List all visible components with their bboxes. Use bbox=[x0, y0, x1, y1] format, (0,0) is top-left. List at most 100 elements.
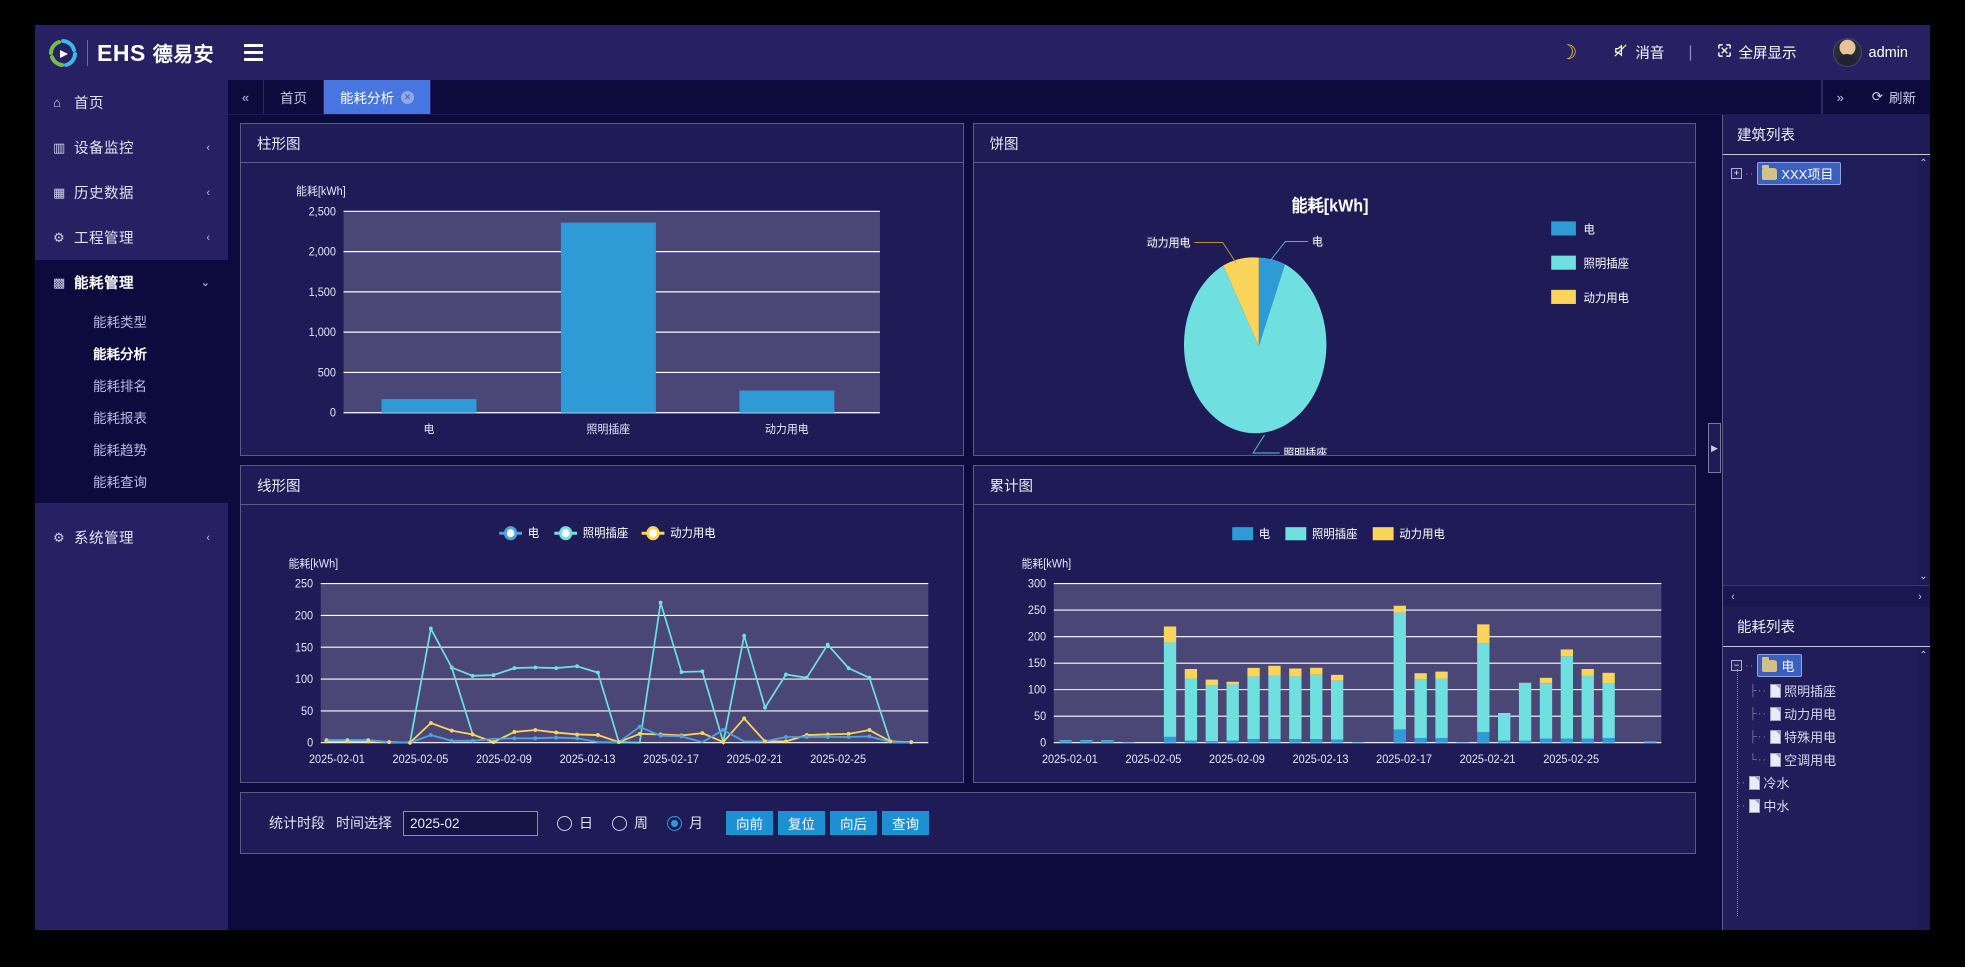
building-tree-hscrollbar[interactable]: ‹ › bbox=[1723, 585, 1930, 607]
collapse-toggle-icon[interactable]: − bbox=[1731, 660, 1742, 671]
svg-text:300: 300 bbox=[1027, 578, 1045, 590]
svg-text:2025-02-13: 2025-02-13 bbox=[560, 754, 616, 766]
right-panel: 建筑列表 + ·· XXX项目 ⌃ ⌄ bbox=[1722, 115, 1930, 930]
energy-list-title: 能耗列表 bbox=[1723, 607, 1930, 647]
tree-node-label: 照明插座 bbox=[1784, 684, 1837, 699]
sidebar-subitem-energy-type[interactable]: 能耗类型 bbox=[35, 305, 228, 337]
mute-button[interactable]: 消音 bbox=[1595, 42, 1682, 63]
refresh-icon: ⟳ bbox=[1871, 89, 1883, 104]
sidebar-subitem-energy-analysis[interactable]: 能耗分析 bbox=[35, 337, 228, 369]
brand-logo[interactable]: EHS 德易安 bbox=[35, 25, 228, 80]
theme-toggle-button[interactable]: ☽ bbox=[1541, 40, 1595, 65]
chevron-left-icon: ‹ bbox=[206, 141, 210, 154]
radio-circle-selected-icon bbox=[667, 815, 682, 831]
sidebar-subitem-energy-trend[interactable]: 能耗趋势 bbox=[35, 433, 228, 465]
tree-node-power-usage[interactable]: ├·· 动力用电 bbox=[1723, 702, 1930, 725]
scroll-up-icon[interactable]: ⌃ bbox=[1919, 158, 1928, 169]
tree-guide-line bbox=[1737, 669, 1738, 916]
tree-node-special-usage[interactable]: ├·· 特殊用电 bbox=[1723, 725, 1930, 748]
chart-icon: ▦ bbox=[53, 184, 66, 200]
sidebar-item-device-monitor[interactable]: ▥ 设备监控 ‹ bbox=[35, 125, 228, 170]
reset-button[interactable]: 复位 bbox=[778, 811, 825, 835]
stacked-bars bbox=[1058, 605, 1657, 743]
tree-node-selected[interactable]: XXX项目 bbox=[1757, 162, 1842, 185]
svg-text:1,500: 1,500 bbox=[309, 287, 336, 299]
radio-label: 月 bbox=[689, 815, 703, 831]
svg-text:2025-02-25: 2025-02-25 bbox=[810, 754, 866, 766]
sidebar-item-label: 系统管理 bbox=[74, 531, 134, 547]
tabs-scroll-right-button[interactable]: » bbox=[1821, 80, 1858, 114]
svg-text:照明插座: 照明插座 bbox=[1583, 256, 1629, 270]
radio-day[interactable]: 日 bbox=[557, 813, 593, 833]
sidebar-submenu-energy: 能耗类型 能耗分析 能耗排名 能耗报表 能耗趋势 能耗查询 bbox=[35, 305, 228, 503]
mute-label: 消音 bbox=[1635, 46, 1665, 62]
energy-icon: ▩ bbox=[53, 274, 66, 290]
sidebar-item-history-data[interactable]: ▦ 历史数据 ‹ bbox=[35, 170, 228, 215]
tree-node-label: XXX项目 bbox=[1781, 167, 1834, 182]
fullscreen-button[interactable]: 全屏显示 bbox=[1699, 42, 1815, 63]
close-icon[interactable]: ✕ bbox=[401, 90, 414, 104]
chevron-double-right-icon: » bbox=[1836, 89, 1844, 105]
date-input[interactable] bbox=[403, 810, 538, 836]
line-chart-svg: 电 照明插座 动力用电 能耗[kWh] bbox=[288, 526, 929, 766]
tree-connector: └·· bbox=[1749, 753, 1768, 766]
sidebar-subitem-label: 能耗类型 bbox=[93, 315, 147, 330]
forward-button[interactable]: 向前 bbox=[726, 811, 773, 835]
svg-text:0: 0 bbox=[307, 737, 313, 749]
sidebar-item-project-management[interactable]: ⚙ 工程管理 ‹ bbox=[35, 215, 228, 260]
scroll-up-icon[interactable]: ⌃ bbox=[1919, 650, 1928, 661]
sidebar-item-energy-management[interactable]: ▩ 能耗管理 ⌄ bbox=[35, 260, 228, 305]
bar-y-axis-label: 能耗[kWh] bbox=[296, 184, 346, 198]
sidebar-subitem-label: 能耗分析 bbox=[93, 347, 147, 362]
tree-node-lighting-socket[interactable]: ├·· 照明插座 bbox=[1723, 679, 1930, 702]
scroll-down-icon[interactable]: ⌄ bbox=[1919, 571, 1928, 582]
sidebar-item-home[interactable]: ⌂ 首页 bbox=[35, 80, 228, 125]
line-legend: 电 照明插座 动力用电 bbox=[499, 526, 716, 540]
sidebar-subitem-energy-ranking[interactable]: 能耗排名 bbox=[35, 369, 228, 401]
tab-home[interactable]: 首页 bbox=[264, 80, 324, 114]
refresh-button[interactable]: ⟳ 刷新 bbox=[1858, 80, 1930, 114]
svg-text:电: 电 bbox=[1258, 528, 1270, 541]
chevron-left-icon: ‹ bbox=[206, 531, 210, 544]
svg-text:动力用电: 动力用电 bbox=[1583, 292, 1629, 305]
user-menu[interactable]: admin bbox=[1815, 38, 1908, 67]
building-tree-vscrollbar[interactable]: ⌃ ⌄ bbox=[1917, 155, 1930, 585]
expand-toggle-icon[interactable]: + bbox=[1731, 168, 1742, 179]
tree-node-label: 冷水 bbox=[1763, 776, 1790, 791]
file-icon bbox=[1770, 729, 1782, 744]
svg-text:200: 200 bbox=[295, 610, 313, 622]
splitter-collapse-handle[interactable]: ▶ bbox=[1708, 423, 1721, 473]
panel-pie-chart: 饼图 能耗[kWh] bbox=[972, 123, 1696, 456]
sidebar-item-system-management[interactable]: ⚙ 系统管理 ‹ bbox=[35, 515, 228, 560]
svg-text:250: 250 bbox=[1027, 605, 1045, 617]
sidebar-item-label: 设备监控 bbox=[74, 141, 134, 157]
query-button[interactable]: 查询 bbox=[882, 811, 929, 835]
radio-month[interactable]: 月 bbox=[667, 813, 703, 833]
panel-splitter[interactable]: ▶ bbox=[1706, 115, 1722, 930]
scroll-left-icon[interactable]: ‹ bbox=[1731, 590, 1735, 603]
panel-title-pie: 饼图 bbox=[973, 124, 1695, 163]
tree-node-hvac-usage[interactable]: └·· 空调用电 bbox=[1723, 748, 1930, 771]
sidebar-subitem-energy-query[interactable]: 能耗查询 bbox=[35, 465, 228, 497]
svg-text:动力用电: 动力用电 bbox=[670, 527, 716, 540]
tree-node-selected[interactable]: 电 bbox=[1757, 654, 1803, 677]
radio-week[interactable]: 周 bbox=[612, 813, 648, 833]
tree-node-electricity[interactable]: − ·· 电 bbox=[1723, 652, 1930, 679]
tree-node-cold-water[interactable]: ·· 冷水 bbox=[1723, 771, 1930, 794]
tree-node-root-project[interactable]: + ·· XXX项目 bbox=[1723, 160, 1930, 187]
svg-text:150: 150 bbox=[295, 642, 313, 654]
stacked-chart-svg: 电 照明插座 动力用电 能耗[kWh] bbox=[1021, 527, 1661, 766]
hamburger-icon[interactable] bbox=[244, 38, 274, 68]
period-label: 统计时段 bbox=[269, 815, 325, 831]
tree-connector: ├·· bbox=[1749, 684, 1768, 697]
tree-node-reclaimed-water[interactable]: ·· 中水 bbox=[1723, 794, 1930, 817]
sidebar-subitem-energy-report[interactable]: 能耗报表 bbox=[35, 401, 228, 433]
radio-circle-icon bbox=[557, 815, 572, 831]
file-icon bbox=[1749, 775, 1761, 790]
backward-button[interactable]: 向后 bbox=[830, 811, 877, 835]
tab-energy-analysis[interactable]: 能耗分析 ✕ bbox=[324, 80, 431, 114]
energy-tree-vscrollbar[interactable]: ⌃ bbox=[1917, 647, 1930, 930]
building-tree: + ·· XXX项目 ⌃ ⌄ bbox=[1723, 155, 1930, 585]
tabs-scroll-left-button[interactable]: « bbox=[228, 80, 264, 114]
scroll-right-icon[interactable]: › bbox=[1918, 590, 1922, 603]
